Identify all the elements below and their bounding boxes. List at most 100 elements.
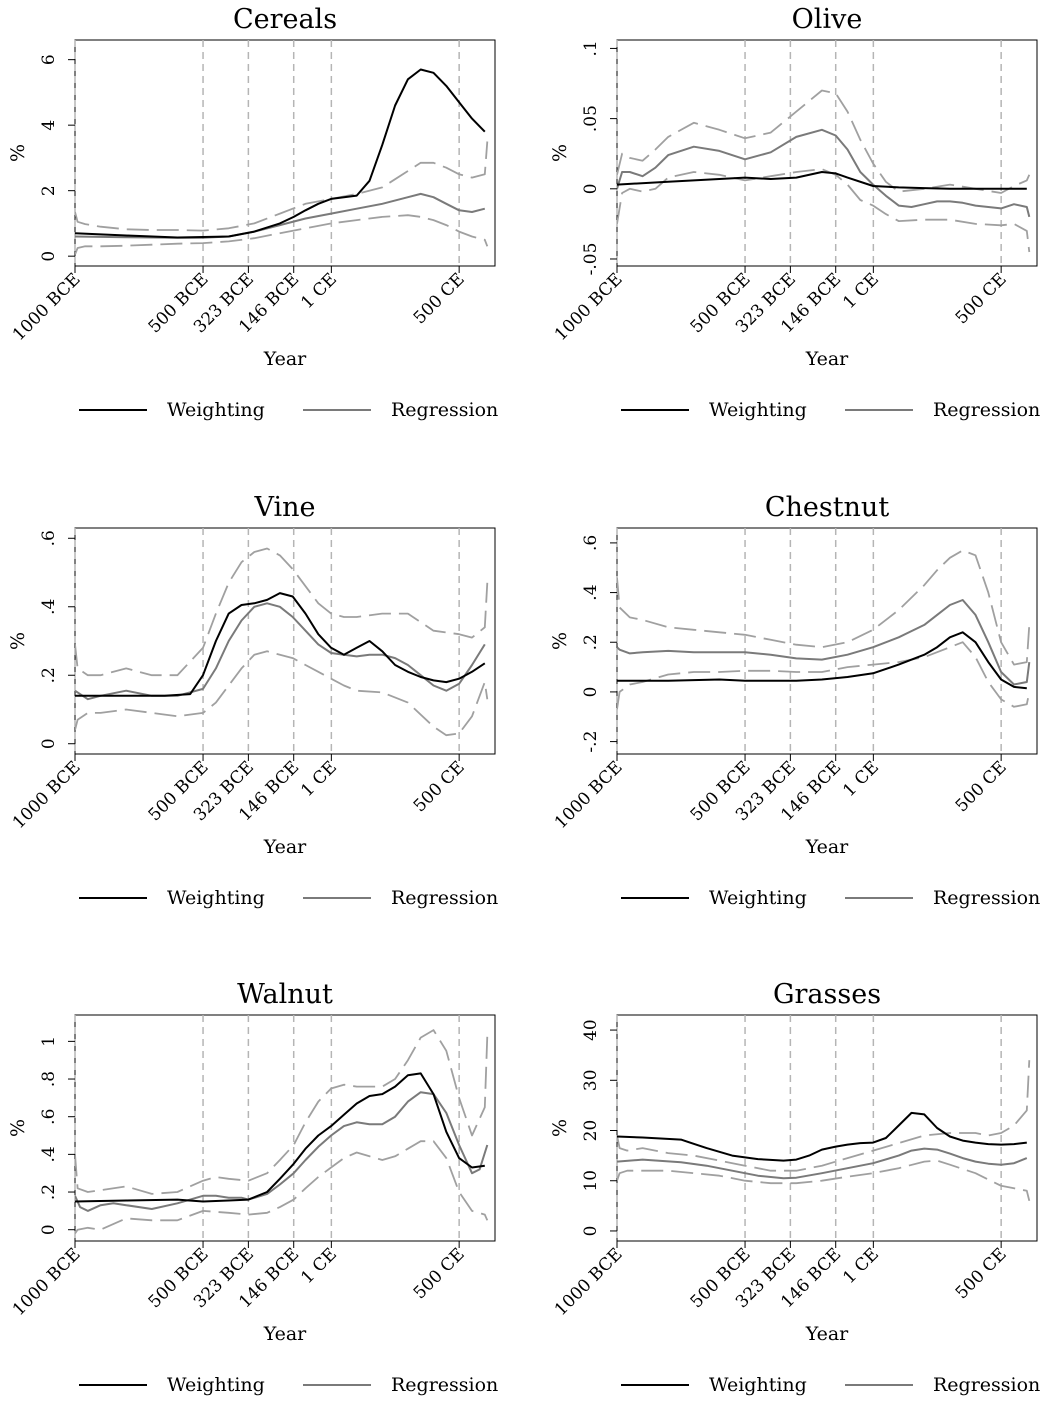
confidence-band-line [75,1140,489,1235]
y-tick-label: .4 [581,584,601,600]
confidence-band-line [617,89,1031,194]
x-tick-label: 500 CE [410,1244,469,1303]
x-axis-label: Year [263,348,307,370]
x-tick-label: 1 CE [839,269,883,313]
legend-label: Weighting [709,399,807,421]
y-tick-label: 30 [581,1069,601,1091]
y-tick-label: .6 [581,535,601,551]
confidence-band-line [617,1159,1031,1202]
confidence-band-line [617,1060,1031,1172]
y-tick-label: .2 [581,634,601,650]
y-tick-label: 10 [581,1170,601,1192]
series-weighting-line [75,68,486,239]
series-regression-line [617,1147,1028,1180]
y-tick-label: 0 [39,251,59,262]
legend-label: Weighting [709,887,807,909]
confidence-band-line [75,214,489,255]
legend-label: Regression [933,399,1040,421]
y-tick-label: .8 [39,1071,59,1087]
y-tick-label: 0 [581,686,601,697]
x-tick-label: 500 CE [952,269,1011,328]
x-tick-label: 500 CE [952,1244,1011,1303]
x-axis-label: Year [805,836,849,858]
x-tick-label: 1 CE [839,757,883,801]
x-tick-label: 1000 BCE [551,1244,627,1320]
legend-label: Regression [933,887,1040,909]
legend-label: Regression [933,1374,1040,1396]
legend: Weighting Regression [621,399,1040,421]
panel-title: Vine [253,492,315,523]
y-tick-label: 4 [39,120,59,131]
y-axis-label: % [549,632,571,650]
series-regression-line [75,1091,489,1212]
x-tick-label: 1000 BCE [551,757,627,833]
legend: Weighting Regression [621,1374,1040,1396]
y-tick-label: .6 [39,1109,59,1125]
legend: Weighting Regression [621,887,1040,909]
series-regression-line [75,192,486,239]
x-tick-label: 1 CE [297,757,341,801]
plot-frame [616,39,1038,267]
legend-label: Regression [391,1374,498,1396]
y-axis-label: % [549,144,571,162]
y-tick-label: -.2 [581,731,601,753]
y-tick-label: .2 [39,1184,59,1200]
y-tick-label: 2 [39,185,59,196]
y-tick-label: 6 [39,54,59,65]
y-tick-label: -.05 [581,243,601,276]
x-tick-label: 1000 BCE [9,269,85,345]
x-tick-label: 500 CE [410,757,469,816]
legend-label: Weighting [167,399,265,421]
y-axis-label: % [7,632,29,650]
x-tick-label: 1000 BCE [551,269,627,345]
confidence-band-line [617,168,1031,253]
y-tick-label: .05 [581,105,601,132]
series-weighting-line [75,1072,485,1203]
y-tick-label: 1 [39,1036,59,1047]
y-tick-label: 0 [581,1226,601,1237]
y-tick-label: 0 [581,183,601,194]
x-tick-label: 1000 BCE [9,1244,85,1320]
y-tick-label: .6 [39,530,59,546]
x-tick-label: 1000 BCE [9,757,85,833]
y-axis-label: % [7,1119,29,1137]
plot-frame [616,1014,1038,1242]
y-axis-label: % [7,144,29,162]
confidence-band-line [75,650,489,737]
panel-title: Grasses [773,979,881,1010]
panel-title: Walnut [237,979,333,1010]
legend: Weighting Regression [79,399,498,421]
y-tick-label: 0 [39,1224,59,1235]
y-tick-label: .2 [39,667,59,683]
panel-title: Olive [792,4,863,35]
series-regression-line [617,128,1031,218]
panel-title: Chestnut [765,492,890,523]
legend-label: Weighting [167,887,265,909]
y-axis-label: % [549,1119,571,1137]
x-tick-label: 1 CE [297,1244,341,1288]
series-weighting-line [617,171,1027,190]
series-weighting-line [617,1111,1027,1162]
confidence-band-line [617,641,1031,710]
x-tick-label: 1 CE [297,269,341,313]
confidence-band-line [75,141,489,232]
confidence-band-line [617,549,1031,666]
confidence-band-line [75,547,489,677]
x-axis-label: Year [263,1323,307,1345]
x-tick-label: 1 CE [839,1244,883,1288]
y-tick-label: .4 [39,1146,59,1162]
y-tick-label: 20 [581,1120,601,1142]
x-axis-label: Year [805,348,849,370]
y-tick-label: .1 [581,40,601,56]
confidence-band-line [75,1029,489,1195]
legend: Weighting Regression [79,1374,498,1396]
series-regression-line [75,602,486,701]
legend: Weighting Regression [79,887,498,909]
series-regression-line [617,599,1031,686]
